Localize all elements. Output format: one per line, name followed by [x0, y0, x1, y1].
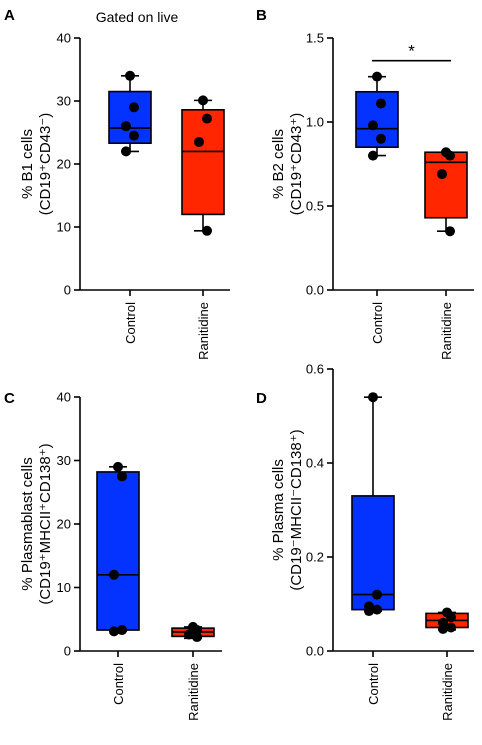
y-tick-label: 40 — [57, 31, 71, 46]
y-tick-label: 20 — [57, 157, 71, 172]
y-tick-label: 0.5 — [306, 199, 324, 214]
panel-letter: D — [256, 390, 267, 407]
chart-panel-d: D 0.0 0.2 0.4 0.6 % Plasma cells (CD19⁻MHCII⁻C… — [256, 362, 474, 721]
x-category-label: Ranitidine — [196, 302, 211, 360]
box-iqr — [351, 495, 395, 611]
box-ranitidine — [424, 147, 468, 237]
box-control — [351, 392, 395, 617]
y-tick-label: 0.0 — [306, 283, 324, 298]
panel-letter: C — [4, 390, 15, 407]
y-tick-label: 1.5 — [306, 31, 324, 46]
data-point — [445, 226, 455, 237]
x-category-label: Control — [370, 302, 385, 344]
y-tick-label: 10 — [57, 580, 71, 595]
y-axis-label-markers: (CD19⁺CD43⁺) — [288, 113, 305, 216]
x-category-label: Control — [366, 663, 381, 705]
y-axis-label: % Plasmablast cells — [19, 457, 36, 590]
data-point — [202, 225, 212, 236]
y-tick-label: 0.6 — [306, 362, 324, 377]
y-tick-label: 30 — [57, 94, 71, 109]
data-point — [192, 625, 202, 636]
y-axis-label-markers: (CD19⁺CD43⁻) — [37, 113, 54, 216]
data-point — [192, 632, 202, 643]
data-point — [445, 150, 455, 161]
panel-letter: A — [4, 7, 15, 24]
data-point — [109, 626, 119, 637]
data-point — [129, 130, 139, 141]
data-point — [446, 622, 456, 633]
data-point — [364, 606, 374, 617]
y-tick-label: 40 — [57, 390, 71, 405]
data-point — [446, 612, 456, 623]
data-point — [376, 98, 386, 109]
data-point — [121, 121, 131, 132]
y-axis-label: % Plasma cells — [270, 459, 287, 561]
box-iqr — [181, 109, 225, 216]
y-axis-label-markers: (CD19⁻MHCII⁻CD138⁺) — [288, 429, 305, 590]
data-point — [121, 146, 131, 157]
chart-panel-c: C 0 10 20 30 40 % Plasmablast cells (CD19⁺MHCII… — [4, 390, 222, 721]
y-tick-label: 0.4 — [306, 456, 324, 471]
chart-panel-a: A Gated on live 0 10 20 30 40 % B1 cells (CD19⁺C… — [4, 7, 230, 360]
data-point — [198, 95, 208, 106]
y-tick-label: 0 — [64, 644, 71, 659]
y-tick-label: 1.0 — [306, 115, 324, 130]
data-point — [117, 625, 127, 636]
data-point — [437, 169, 447, 180]
y-tick-label: 30 — [57, 453, 71, 468]
data-point — [372, 71, 382, 82]
data-point — [202, 113, 212, 124]
y-tick-label: 0.2 — [306, 550, 324, 565]
y-axis-label: % B2 cells — [270, 129, 287, 199]
data-point — [129, 102, 139, 113]
y-tick-label: 10 — [57, 220, 71, 235]
data-point — [125, 70, 135, 81]
y-tick-label: 20 — [57, 517, 71, 532]
x-category-label: Ranitidine — [440, 663, 455, 721]
gating-annotation: Gated on live — [96, 9, 179, 25]
data-point — [372, 589, 382, 600]
box-control — [108, 70, 152, 157]
box-ranitidine — [425, 607, 469, 634]
data-point — [368, 120, 378, 131]
data-point — [113, 461, 123, 472]
box-control — [355, 71, 399, 161]
box-iqr — [424, 151, 468, 219]
box-ranitidine — [171, 621, 215, 643]
chart-panel-b: B 0.0 0.5 1.0 1.5 % B2 cells (CD19⁺CD43⁺) Contr… — [256, 7, 474, 360]
data-point — [109, 569, 119, 580]
panel-letter: B — [256, 7, 267, 24]
x-category-label: Ranitidine — [186, 663, 201, 721]
data-point — [372, 604, 382, 615]
data-point — [117, 471, 127, 482]
data-point — [376, 133, 386, 144]
significance-marker: * — [408, 42, 415, 61]
y-tick-label: 0 — [64, 283, 71, 298]
data-point — [194, 136, 204, 147]
box-ranitidine — [181, 95, 225, 236]
x-category-label: Ranitidine — [439, 302, 454, 360]
data-point — [184, 629, 194, 640]
y-axis-label: % B1 cells — [19, 129, 36, 199]
box-iqr — [96, 471, 140, 631]
data-point — [368, 150, 378, 161]
box-control — [96, 461, 140, 637]
data-point — [438, 623, 448, 634]
x-category-label: Control — [123, 302, 138, 344]
y-tick-label: 0.0 — [306, 644, 324, 659]
x-category-label: Control — [111, 663, 126, 705]
y-axis-label-markers: (CD19⁺MHCII⁺CD138⁺) — [37, 443, 54, 604]
data-point — [368, 392, 378, 403]
